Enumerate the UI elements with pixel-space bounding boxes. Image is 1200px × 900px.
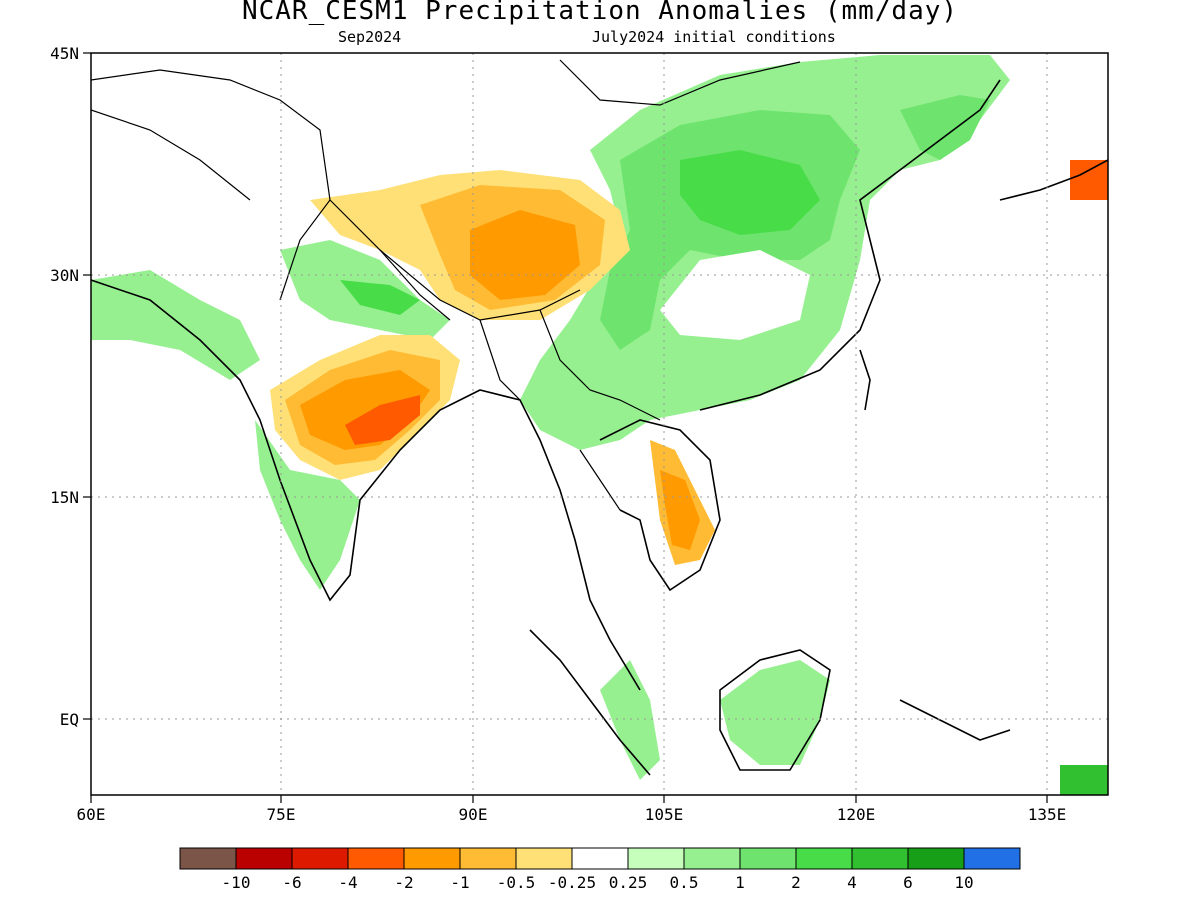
lon-label-135e: 135E [1028,805,1067,824]
colorbar-label: -0.25 [548,873,596,892]
wet-region-central [680,150,820,235]
colorbar-label: -10 [222,873,251,892]
wet-region-india-south [255,420,360,590]
colorbar-label: -1 [450,873,469,892]
colorbar-swatch [403,847,461,870]
colorbar-swatch [907,847,965,870]
dry-gap-central-china [660,250,810,340]
wet-region-new-guinea [1060,765,1108,795]
colorbar-swatch [515,847,573,870]
initial-conditions: July2024 initial conditions [592,28,836,46]
wet-region-west [91,270,260,380]
colorbar-swatch [179,847,237,870]
colorbar-swatch [795,847,853,870]
colorbar-swatch [739,847,797,870]
lon-label-120e: 120E [837,805,876,824]
dry-region-india-strong [345,395,420,445]
map-frame [90,52,1109,796]
coastlines [91,79,1108,776]
colorbar-label: 6 [903,873,913,892]
wet-region-nepal [340,280,420,315]
wet-region-sumatra [600,660,660,780]
colorbar-label: -6 [282,873,301,892]
colorbar-label: 2 [791,873,801,892]
grid-lines [91,53,1108,795]
forecast-month: Sep2024 [338,28,402,46]
dry-region-japan [1070,160,1108,200]
colorbar-label: 0.25 [609,873,648,892]
colorbar-label: 1 [735,873,745,892]
axis-ticks [83,52,1048,803]
dry-region-tibet-core [470,210,580,300]
colorbar-label: -4 [338,873,357,892]
colorbar-swatch [683,847,741,870]
colorbar-label: -2 [394,873,413,892]
lat-label-30n: 30N [50,266,79,285]
colorbar-label: 0.5 [670,873,699,892]
lon-label-105e: 105E [645,805,684,824]
colorbar-label: 4 [847,873,857,892]
colorbar-swatch [627,847,685,870]
lat-label-eq: EQ [60,710,79,729]
colorbar: -10 -6 -4 -2 -1 -0.5 -0.25 0.25 0.5 1 2 4 6 10 [179,847,1021,892]
colorbar-label: 10 [954,873,973,892]
lat-label-45n: 45N [50,44,79,63]
wet-region-korea [900,95,990,160]
colorbar-swatch [571,847,629,870]
map-title: NCAR_CESM1 Precipitation Anomalies (mm/d… [241,0,959,26]
colorbar-swatch [459,847,517,870]
lon-label-60e: 60E [77,805,106,824]
colorbar-label: -0.5 [497,873,536,892]
country-borders [91,59,801,511]
dry-region-vietnam-core [660,470,700,550]
colorbar-swatch [347,847,405,870]
colorbar-swatch [235,847,293,870]
lon-label-90e: 90E [459,805,488,824]
wet-region-borneo [720,660,830,765]
lon-label-75e: 75E [267,805,296,824]
colorbar-swatch [291,847,349,870]
colorbar-swatch [851,847,909,870]
colorbar-swatch [963,847,1021,870]
anomaly-field [91,55,1108,795]
lat-label-15n: 15N [50,488,79,507]
